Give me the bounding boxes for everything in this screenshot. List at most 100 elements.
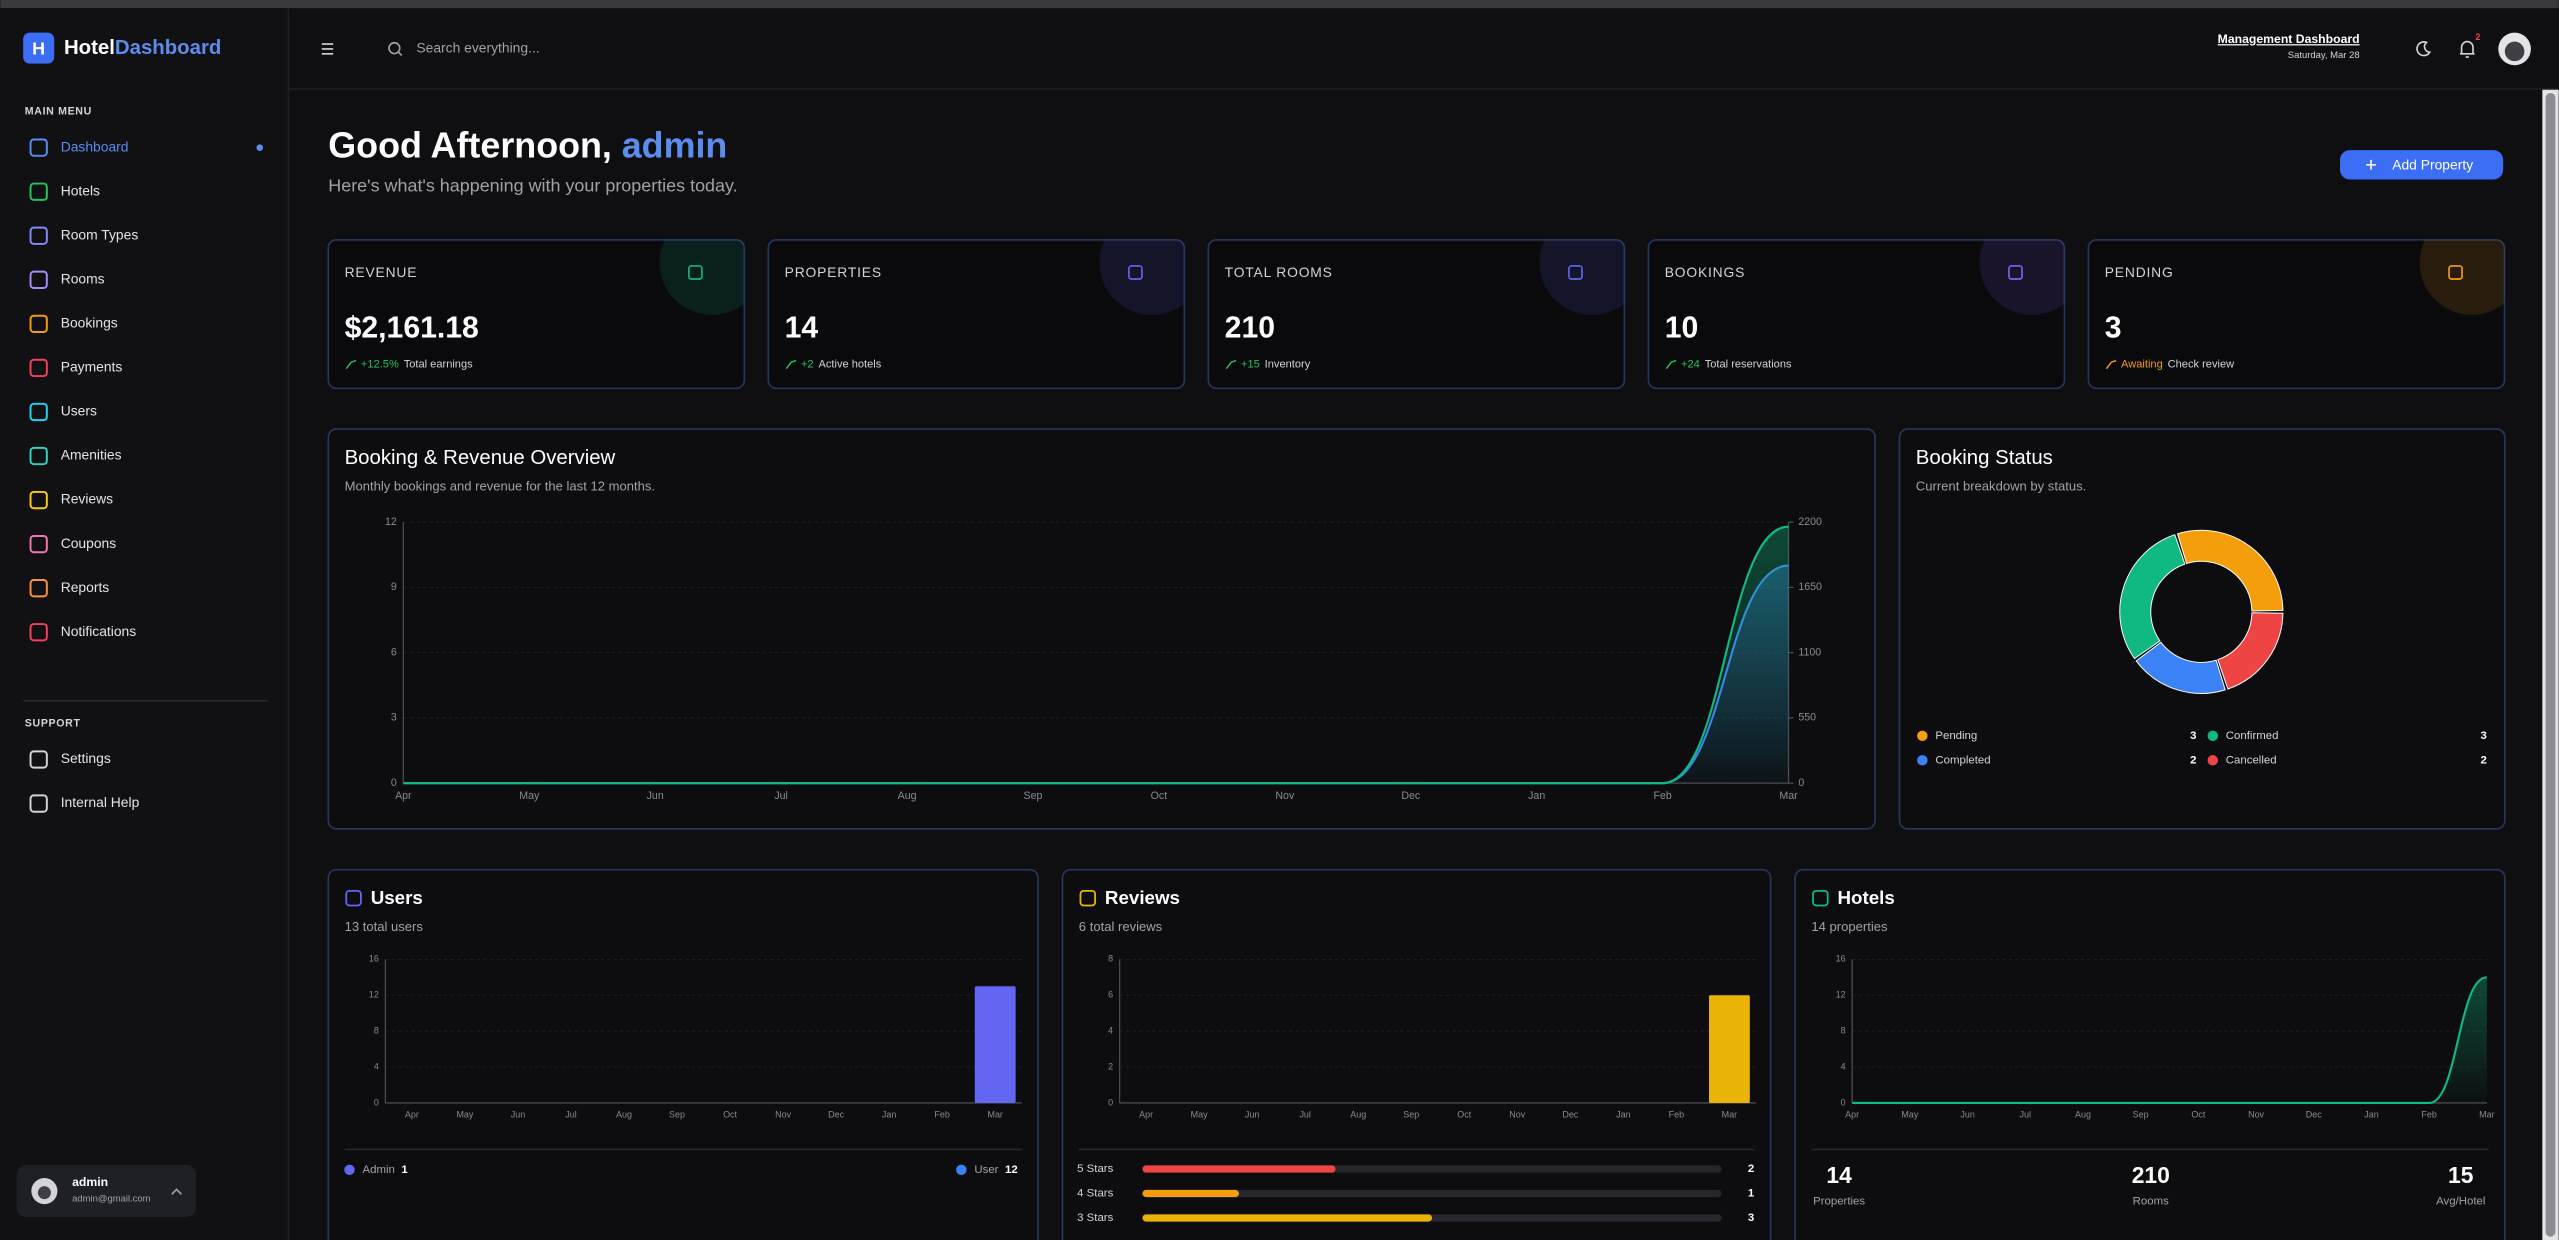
menu-icon[interactable] xyxy=(29,750,48,769)
menu-label[interactable]: Coupons xyxy=(61,535,117,551)
menu-label[interactable]: Dashboard xyxy=(61,138,129,154)
chart-title: Users xyxy=(371,887,423,908)
bell-icon xyxy=(2459,40,2475,58)
stat-footnote: +15 Inventory xyxy=(1241,359,1311,371)
menu-item[interactable]: Dashboard xyxy=(29,138,264,157)
menu-label[interactable]: Payments xyxy=(61,359,123,375)
menu-icon[interactable] xyxy=(29,358,48,378)
rating-bar xyxy=(1142,1214,1433,1222)
x-tick-label: Mar xyxy=(2479,1110,2494,1120)
button-label[interactable]: Add Property xyxy=(2392,156,2473,172)
stat-card-bg xyxy=(2087,239,2506,390)
menu-icon[interactable] xyxy=(29,490,48,510)
menu-label[interactable]: Room Types xyxy=(61,226,139,242)
menu-item[interactable]: Reports xyxy=(29,579,110,598)
search-placeholder[interactable]: Search everything... xyxy=(416,40,539,56)
user-email: admin@gmail.com xyxy=(72,1194,151,1205)
chart-subtitle: 6 total reviews xyxy=(1079,919,1163,934)
x-tick-label: Aug xyxy=(1350,1110,1366,1120)
legend-value: 3 xyxy=(2190,730,2196,742)
user-card[interactable]: admin admin@gmail.com xyxy=(16,1164,197,1218)
stat-card: PENDING 3 Awaiting Check review xyxy=(2087,239,2506,390)
menu-item[interactable]: Internal Help xyxy=(29,794,140,813)
menu-icon[interactable] xyxy=(29,446,48,466)
stat-icon xyxy=(1128,265,1143,280)
menu-icon[interactable] xyxy=(29,182,48,201)
greeting-subtitle: Here's what's happening with your proper… xyxy=(328,176,737,196)
donut-slice xyxy=(2119,534,2186,660)
menu-item[interactable]: Reviews xyxy=(29,490,114,510)
menu-label[interactable]: Bookings xyxy=(61,315,118,331)
menu-label[interactable]: Internal Help xyxy=(61,794,140,810)
x-tick-label: May xyxy=(1191,1110,1208,1120)
menu-item[interactable]: Bookings xyxy=(29,314,118,334)
stat-value: 14 xyxy=(785,312,819,345)
menu-label[interactable]: Users xyxy=(61,403,97,419)
stat-footnote: +24 Total reservations xyxy=(1681,359,1792,371)
summary-label: Avg/Hotel xyxy=(2436,1196,2485,1208)
menu-icon[interactable] xyxy=(29,402,48,422)
greeting-title: Good Afternoon, admin xyxy=(328,126,727,166)
legend-value: 12 xyxy=(1005,1164,1018,1176)
x-tick-label: Jul xyxy=(774,790,788,802)
menu-label[interactable]: Settings xyxy=(61,750,111,766)
menu-item[interactable]: Settings xyxy=(29,750,111,769)
profile-avatar[interactable] xyxy=(2498,32,2531,66)
menu-icon[interactable] xyxy=(29,314,48,334)
stat-footnote: +12.5% Total earnings xyxy=(361,359,473,371)
menu-icon[interactable] xyxy=(29,623,48,642)
menu-toggle[interactable] xyxy=(321,43,334,55)
y-tick-label: 4 xyxy=(1841,1061,1846,1071)
menu-icon[interactable] xyxy=(29,579,48,598)
menu-icon[interactable] xyxy=(29,794,48,813)
header-date: Saturday, Mar 28 xyxy=(2288,50,2360,61)
menu-label[interactable]: Notifications xyxy=(61,623,137,639)
menu-label[interactable]: Amenities xyxy=(61,447,122,463)
moon-icon xyxy=(2416,41,2432,57)
menu-label[interactable]: Rooms xyxy=(61,270,105,286)
rating-track xyxy=(1142,1189,1722,1198)
menu-item[interactable]: Amenities xyxy=(29,446,122,466)
y-tick-label: 2 xyxy=(1108,1061,1113,1071)
y-tick-label: 4 xyxy=(1108,1026,1113,1036)
stat-corner xyxy=(659,239,745,315)
menu-icon[interactable] xyxy=(29,138,48,157)
menu-item[interactable]: Coupons xyxy=(29,534,117,554)
menu-item[interactable]: Room Types xyxy=(29,226,139,245)
chart-card xyxy=(327,428,1876,830)
legend-value: 1 xyxy=(401,1164,408,1176)
menu-item[interactable]: Notifications xyxy=(29,623,137,642)
x-tick-label: Jun xyxy=(1960,1110,1974,1120)
user-card-bg[interactable] xyxy=(16,1164,197,1218)
menu-icon[interactable] xyxy=(29,534,48,554)
chevron xyxy=(171,1188,183,1195)
menu-icon[interactable] xyxy=(29,270,48,289)
menu-label[interactable]: Hotels xyxy=(61,182,100,198)
menu-label[interactable]: Reviews xyxy=(61,491,113,507)
menu-label[interactable]: Reports xyxy=(61,579,110,595)
y2-tick-label: 550 xyxy=(1798,712,1816,724)
x-tick-label: Jul xyxy=(2020,1110,2031,1120)
stat-card: TOTAL ROOMS 210 +15 Inventory xyxy=(1207,239,1626,390)
menu-item[interactable]: Rooms xyxy=(29,270,105,289)
menu-item[interactable]: Users xyxy=(29,402,97,422)
button-bg[interactable] xyxy=(2340,150,2504,180)
legend-label: Pending xyxy=(1935,730,1977,742)
x-tick-label: Feb xyxy=(2421,1110,2436,1120)
chart-card xyxy=(1898,428,2506,830)
rating-label: 4 Stars xyxy=(1077,1188,1113,1200)
add-property-button[interactable]: Add Property xyxy=(2340,150,2504,180)
y-tick-label: 0 xyxy=(391,777,397,789)
menu-item[interactable]: Hotels xyxy=(29,182,101,201)
x-tick-label: Jan xyxy=(1528,790,1545,802)
legend-label: Admin xyxy=(363,1164,395,1176)
logo-box xyxy=(23,32,55,64)
stat-card-bg xyxy=(1647,239,2066,390)
search[interactable]: Search everything... xyxy=(388,40,540,57)
menu-item[interactable]: Payments xyxy=(29,358,123,378)
x-tick-label: Jul xyxy=(565,1110,576,1120)
menu-icon[interactable] xyxy=(29,226,48,245)
theme-toggle[interactable] xyxy=(2416,41,2432,57)
notifications[interactable]: 2 xyxy=(2459,32,2480,58)
